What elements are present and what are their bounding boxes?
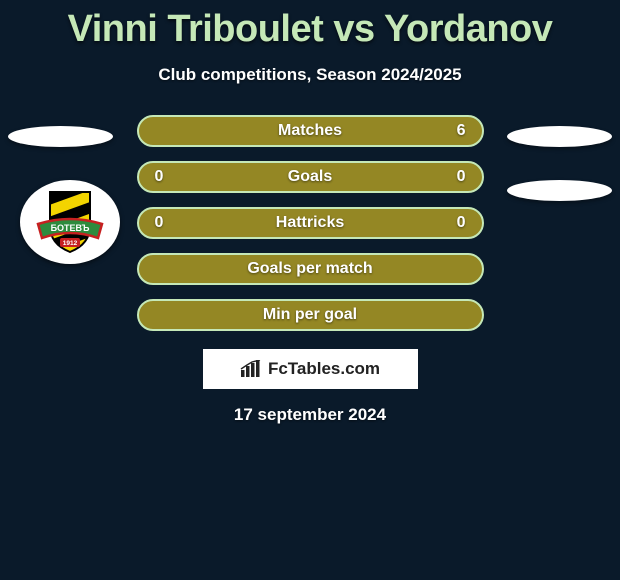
stat-rows: Matches 6 0 Goals 0 0 Hattricks 0 Goals …	[0, 115, 620, 331]
stat-right-value: 6	[457, 122, 466, 140]
stat-label: Goals	[288, 168, 332, 186]
page-title: Vinni Triboulet vs Yordanov	[0, 0, 620, 51]
stat-left-value: 0	[155, 168, 164, 186]
stat-right-value: 0	[457, 168, 466, 186]
stat-label: Matches	[278, 122, 342, 140]
stat-label: Min per goal	[263, 306, 357, 324]
stat-row-min-per-goal: Min per goal	[137, 299, 484, 331]
stat-label: Hattricks	[276, 214, 344, 232]
brand-text: FcTables.com	[268, 359, 380, 379]
bar-chart-icon	[240, 360, 262, 378]
brand-box[interactable]: FcTables.com	[203, 349, 418, 389]
stat-left-value: 0	[155, 214, 164, 232]
footer-date: 17 september 2024	[0, 405, 620, 425]
stat-row-matches: Matches 6	[137, 115, 484, 147]
stats-area: Matches 6 0 Goals 0 0 Hattricks 0 Goals …	[0, 115, 620, 425]
stat-row-goals-per-match: Goals per match	[137, 253, 484, 285]
page-subtitle: Club competitions, Season 2024/2025	[0, 65, 620, 85]
stat-row-hattricks: 0 Hattricks 0	[137, 207, 484, 239]
stat-label: Goals per match	[247, 260, 372, 278]
stat-row-goals: 0 Goals 0	[137, 161, 484, 193]
stat-right-value: 0	[457, 214, 466, 232]
